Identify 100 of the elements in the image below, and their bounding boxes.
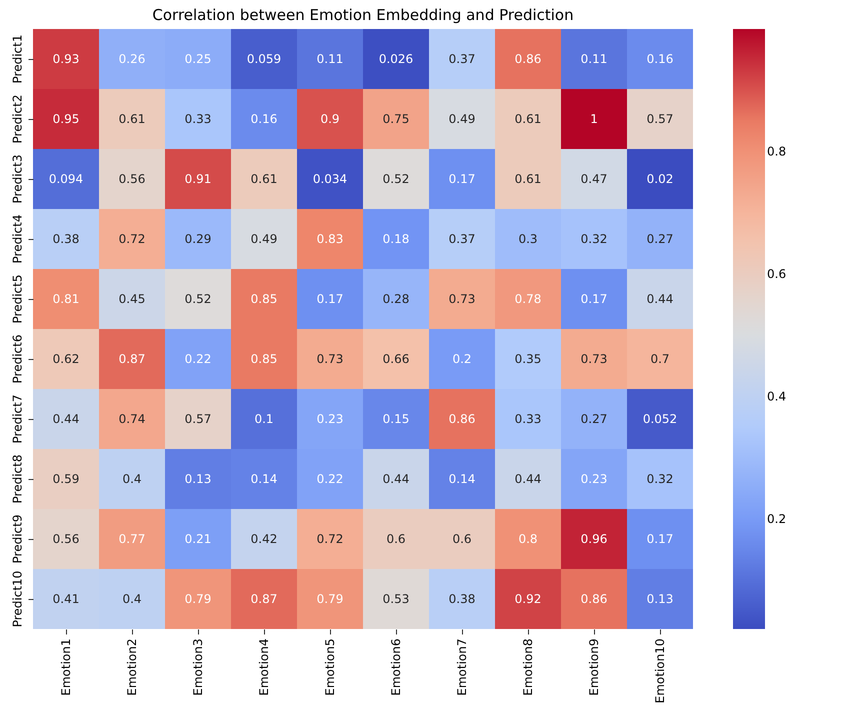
- data-label: 0.14: [250, 472, 278, 486]
- data-label: 0.17: [646, 532, 674, 546]
- x-tick-label: Emotion4: [257, 638, 271, 696]
- x-tick-label: Emotion7: [455, 638, 469, 696]
- data-label: 0.4: [122, 592, 142, 606]
- data-label: 0.78: [514, 292, 542, 306]
- data-label: 0.56: [52, 532, 80, 546]
- data-label: 0.02: [646, 172, 674, 186]
- data-label: 0.41: [52, 592, 80, 606]
- color-bar-label: 0.2: [767, 512, 786, 526]
- data-label: 0.6: [386, 532, 406, 546]
- data-label: 0.32: [646, 472, 674, 486]
- data-label: 0.45: [118, 292, 146, 306]
- data-label: 0.33: [184, 112, 212, 126]
- data-label: 0.16: [646, 52, 674, 66]
- data-label: 0.38: [448, 592, 476, 606]
- data-label: 0.44: [646, 292, 674, 306]
- data-label: 0.4: [122, 472, 142, 486]
- data-label: 0.52: [184, 292, 212, 306]
- y-tick-label: Predict3: [10, 154, 24, 204]
- data-label: 0.75: [382, 112, 410, 126]
- data-label: 0.16: [250, 112, 278, 126]
- data-label: 0.17: [316, 292, 344, 306]
- data-label: 0.23: [580, 472, 608, 486]
- data-label: 0.13: [646, 592, 674, 606]
- x-tick-label: Emotion10: [653, 638, 667, 704]
- data-label: 0.17: [448, 172, 476, 186]
- data-label: 0.86: [448, 412, 476, 426]
- data-label: 0.27: [646, 232, 674, 246]
- data-label: 0.034: [312, 172, 348, 186]
- data-label: 0.37: [448, 52, 476, 66]
- data-label: 0.53: [382, 592, 410, 606]
- data-label: 0.1: [254, 412, 274, 426]
- data-label: 0.44: [52, 412, 80, 426]
- data-label: 0.44: [382, 472, 410, 486]
- data-label: 0.29: [184, 232, 212, 246]
- data-label: 0.44: [514, 472, 542, 486]
- data-label: 0.86: [514, 52, 542, 66]
- y-tick-label: Predict9: [10, 514, 24, 564]
- data-label: 0.11: [580, 52, 608, 66]
- y-tick-label: Predict8: [10, 454, 24, 504]
- data-label: 0.61: [118, 112, 146, 126]
- data-label: 0.37: [448, 232, 476, 246]
- data-label: 0.49: [250, 232, 278, 246]
- data-label: 0.96: [580, 532, 608, 546]
- x-tick-label: Emotion3: [191, 638, 205, 696]
- data-label: 0.22: [316, 472, 344, 486]
- color-bar-label: 0.6: [767, 266, 786, 281]
- data-label: 0.86: [580, 592, 608, 606]
- y-tick-label: Predict10: [10, 570, 24, 628]
- data-label: 1: [590, 112, 598, 126]
- data-label: 0.22: [184, 352, 212, 366]
- data-label: 0.42: [250, 532, 278, 546]
- data-label: 0.57: [646, 112, 674, 126]
- data-label: 0.17: [580, 292, 608, 306]
- data-label: 0.61: [250, 172, 278, 186]
- x-tick-label: Emotion5: [323, 638, 337, 696]
- data-label: 0.56: [118, 172, 146, 186]
- data-label: 0.11: [316, 52, 344, 66]
- x-tick-label: Emotion8: [521, 638, 535, 696]
- x-tick-label: Emotion9: [587, 638, 601, 696]
- data-label: 0.83: [316, 232, 344, 246]
- x-tick-label: Emotion6: [389, 638, 403, 696]
- data-label: 0.93: [52, 52, 80, 66]
- data-label: 0.33: [514, 412, 542, 426]
- data-label: 0.72: [118, 232, 146, 246]
- data-label: 0.87: [250, 592, 278, 606]
- data-label: 0.87: [118, 352, 146, 366]
- data-label: 0.25: [184, 52, 212, 66]
- data-label: 0.61: [514, 112, 542, 126]
- data-label: 0.79: [184, 592, 212, 606]
- y-tick-label: Predict1: [10, 34, 24, 84]
- data-label: 0.73: [580, 352, 608, 366]
- data-label: 0.6: [452, 532, 472, 546]
- data-label: 0.47: [580, 172, 608, 186]
- data-label: 0.026: [378, 52, 414, 66]
- y-tick-label: Predict2: [10, 94, 24, 144]
- data-label: 0.59: [52, 472, 80, 486]
- data-label: 0.059: [246, 52, 282, 66]
- data-label: 0.27: [580, 412, 608, 426]
- chart-title: Correlation between Emotion Embedding and Prediction: [152, 6, 574, 24]
- y-tick-label: Predict5: [10, 274, 24, 324]
- data-label: 0.85: [250, 352, 278, 366]
- data-label: 0.66: [382, 352, 410, 366]
- data-label: 0.73: [316, 352, 344, 366]
- y-tick-label: Predict6: [10, 334, 24, 384]
- data-label: 0.2: [452, 352, 472, 366]
- data-label: 0.74: [118, 412, 146, 426]
- data-label: 0.18: [382, 232, 410, 246]
- data-label: 0.49: [448, 112, 476, 126]
- data-label: 0.81: [52, 292, 80, 306]
- data-label: 0.23: [316, 412, 344, 426]
- data-label: 0.79: [316, 592, 344, 606]
- data-label: 0.7: [650, 352, 670, 366]
- color-bar-label: 0.4: [767, 389, 786, 404]
- data-label: 0.14: [448, 472, 476, 486]
- data-label: 0.57: [184, 412, 212, 426]
- data-label: 0.26: [118, 52, 146, 66]
- data-label: 0.85: [250, 292, 278, 306]
- data-label: 0.77: [118, 532, 146, 546]
